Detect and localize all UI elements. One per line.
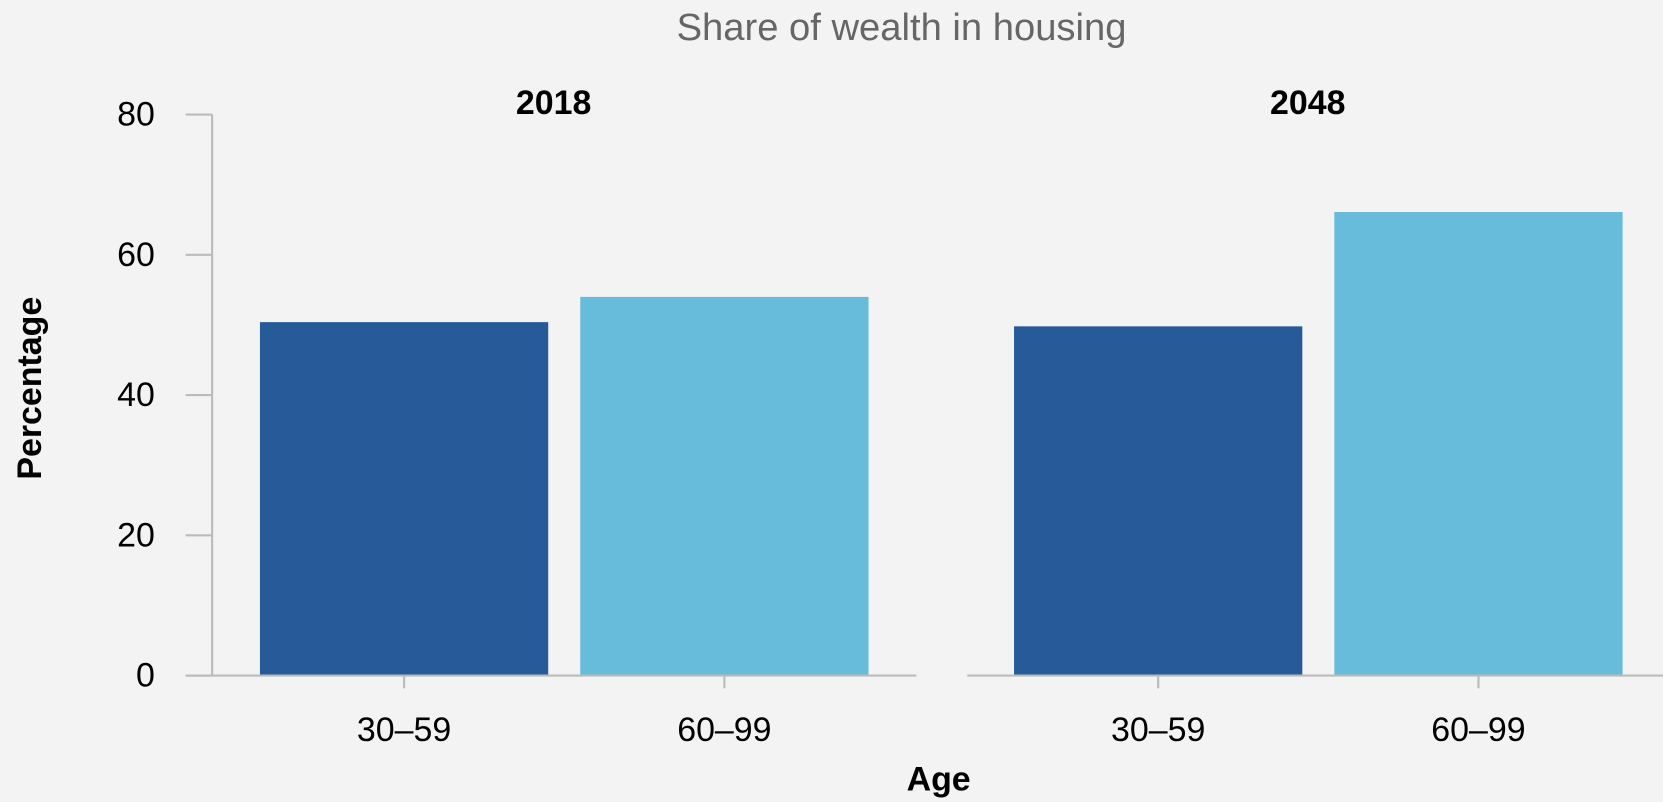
y-tick-label: 80 [117,96,155,134]
x-tick-label: 60–99 [1431,711,1525,749]
y-tick-label: 20 [117,516,155,554]
x-axis-label: Age [907,761,971,799]
x-tick-label: 60–99 [677,711,771,749]
y-tick-label: 0 [136,657,155,695]
y-axis-label: Percentage [11,297,49,480]
x-tick-label: 30–59 [357,711,451,749]
chart-title: Share of wealth in housing [677,6,1127,49]
bar [580,296,869,676]
x-tick-label: 30–59 [1111,711,1205,749]
bar [259,322,549,676]
bar [1334,212,1623,676]
y-tick-label: 60 [117,236,155,274]
bar [1014,326,1303,676]
plot: Share of wealth in housing Age Percentag… [11,6,1663,799]
y-tick-label: 40 [117,376,155,414]
panel-title: 2048 [1270,84,1345,122]
panel-title: 2018 [516,84,591,122]
